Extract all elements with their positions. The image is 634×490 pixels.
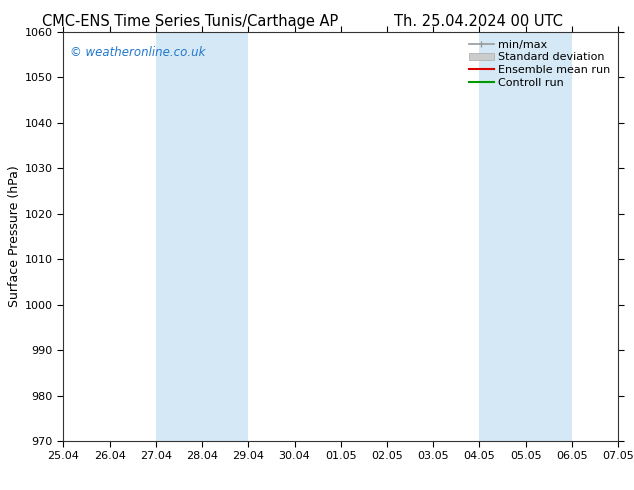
Bar [479,32,572,441]
Bar [156,32,249,441]
Legend: min/max, Standard deviation, Ensemble mean run, Controll run: min/max, Standard deviation, Ensemble me… [467,37,612,90]
Text: CMC-ENS Time Series Tunis/Carthage AP: CMC-ENS Time Series Tunis/Carthage AP [42,14,339,29]
Y-axis label: Surface Pressure (hPa): Surface Pressure (hPa) [8,166,21,307]
Text: © weatheronline.co.uk: © weatheronline.co.uk [70,46,205,59]
Text: Th. 25.04.2024 00 UTC: Th. 25.04.2024 00 UTC [394,14,563,29]
